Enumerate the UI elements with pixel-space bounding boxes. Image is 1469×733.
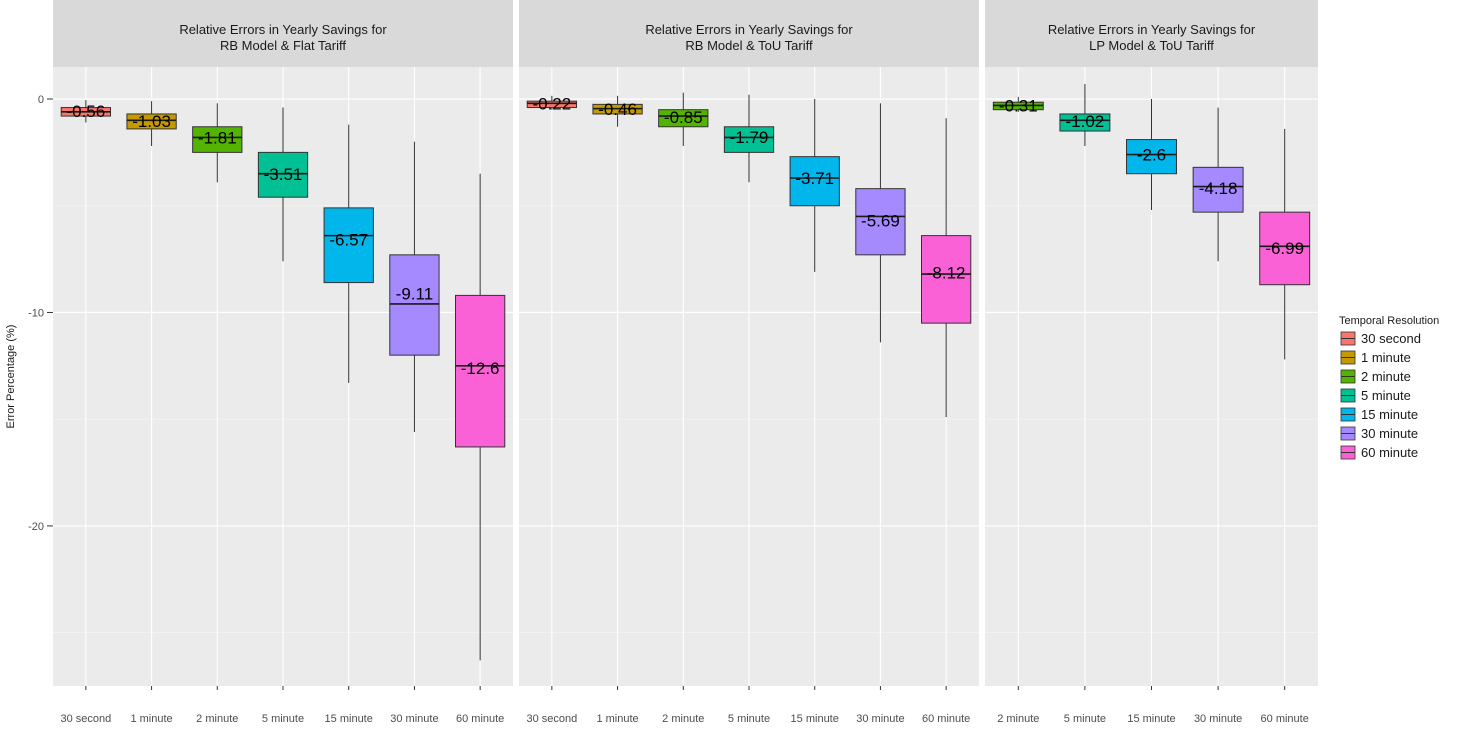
legend-item-label: 30 second: [1361, 331, 1421, 346]
x-tick-label: 2 minute: [997, 713, 1039, 725]
box-iqr: [389, 254, 440, 356]
x-tick-label: 2 minute: [662, 713, 704, 725]
legend-item-label: 1 minute: [1361, 350, 1411, 365]
y-tick-label: -20: [28, 521, 44, 533]
box-value-label: -2.6: [1137, 146, 1166, 165]
x-tick-label: 30 minute: [856, 713, 904, 725]
box-value-label: -12.6: [461, 359, 500, 378]
box-value-label: -0.85: [664, 108, 703, 127]
x-tick-label: 60 minute: [456, 713, 504, 725]
x-tick-label: 5 minute: [262, 713, 304, 725]
legend-title: Temporal Resolution: [1339, 315, 1439, 327]
box-value-label: -4.18: [1199, 179, 1238, 198]
box-iqr: [1192, 166, 1244, 213]
facet-title-line2: RB Model & ToU Tariff: [685, 38, 813, 53]
box-iqr: [1126, 139, 1177, 175]
box-value-label: -0.31: [999, 97, 1038, 116]
x-tick-label: 15 minute: [791, 713, 839, 725]
facet-title-line1: Relative Errors in Yearly Savings for: [179, 22, 387, 37]
box-iqr: [855, 188, 906, 256]
box-value-label: -8.12: [927, 263, 966, 282]
box-value-label: -0.46: [598, 100, 637, 119]
x-tick-label: 15 minute: [325, 713, 373, 725]
box-value-label: -6.99: [1265, 239, 1304, 258]
box-iqr: [455, 294, 506, 448]
box-value-label: -0.56: [66, 102, 105, 121]
y-tick-label: 0: [38, 94, 44, 106]
box-value-label: -1.81: [198, 129, 237, 148]
box-iqr: [1059, 113, 1111, 132]
facet-title-line1: Relative Errors in Yearly Savings for: [645, 22, 853, 37]
facet-strip: [519, 0, 979, 67]
box-value-label: -3.71: [795, 169, 834, 188]
legend-item-label: 15 minute: [1361, 407, 1418, 422]
box-value-label: -1.79: [730, 128, 769, 147]
x-tick-label: 5 minute: [728, 713, 770, 725]
box-iqr: [921, 235, 972, 324]
legend-item-label: 2 minute: [1361, 369, 1411, 384]
facet-title-line1: Relative Errors in Yearly Savings for: [1048, 22, 1256, 37]
x-tick-label: 1 minute: [596, 713, 638, 725]
x-tick-label: 1 minute: [130, 713, 172, 725]
box-iqr: [658, 109, 709, 128]
facet-title-line2: LP Model & ToU Tariff: [1089, 38, 1214, 53]
x-tick-label: 30 minute: [390, 713, 438, 725]
box-value-label: -1.02: [1066, 112, 1105, 131]
y-axis-title: Error Percentage (%): [5, 325, 17, 429]
box-value-label: -6.57: [329, 230, 368, 249]
facet-strip: [53, 0, 513, 67]
x-tick-label: 30 second: [60, 713, 111, 725]
legend-item-label: 30 minute: [1361, 426, 1418, 441]
box-iqr: [257, 151, 309, 198]
box-value-label: -9.11: [396, 284, 434, 303]
x-tick-label: 30 second: [526, 713, 577, 725]
legend-item-label: 60 minute: [1361, 445, 1418, 460]
legend-item-label: 5 minute: [1361, 388, 1411, 403]
facet-strip: [985, 0, 1318, 67]
x-tick-label: 60 minute: [922, 713, 970, 725]
box-iqr: [723, 126, 775, 153]
box-iqr: [126, 113, 177, 130]
x-tick-label: 15 minute: [1127, 713, 1175, 725]
box-value-label: -3.51: [264, 165, 303, 184]
box-value-label: -1.03: [132, 112, 171, 131]
x-tick-label: 30 minute: [1194, 713, 1242, 725]
box-value-label: -0.22: [532, 95, 571, 114]
y-tick-label: -10: [28, 307, 44, 319]
x-tick-label: 60 minute: [1261, 713, 1309, 725]
box-iqr: [789, 156, 840, 207]
box-iqr: [323, 207, 374, 284]
box-iqr: [192, 126, 243, 153]
box-iqr: [1259, 211, 1311, 286]
facet-title-line2: RB Model & Flat Tariff: [220, 38, 346, 53]
box-value-label: -5.69: [861, 211, 900, 230]
x-tick-label: 5 minute: [1064, 713, 1106, 725]
x-tick-label: 2 minute: [196, 713, 238, 725]
box-iqr: [526, 100, 578, 109]
